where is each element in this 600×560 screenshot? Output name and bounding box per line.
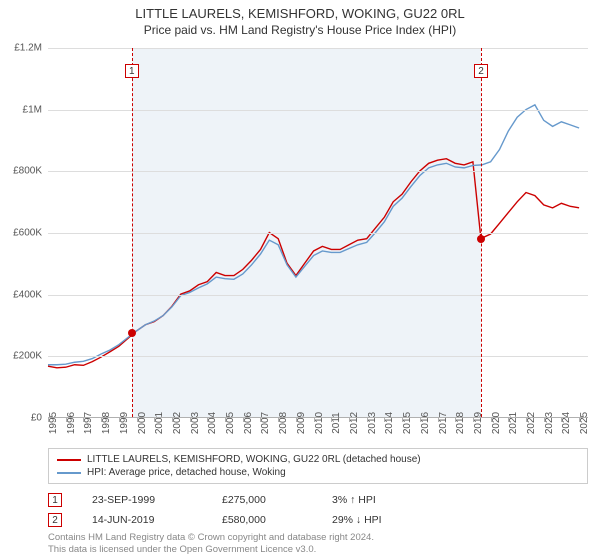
x-axis-label: 1995 — [48, 412, 59, 434]
event-marker-dot — [477, 235, 485, 243]
y-axis-label: £400K — [13, 289, 42, 300]
x-axis-label: 2020 — [491, 412, 502, 434]
x-axis-label: 2023 — [544, 412, 555, 434]
chart-subtitle: Price paid vs. HM Land Registry's House … — [0, 23, 600, 37]
x-axis-label: 1997 — [83, 412, 94, 434]
x-axis-label: 2014 — [384, 412, 395, 434]
y-axis-label: £600K — [13, 228, 42, 239]
chart-title: LITTLE LAURELS, KEMISHFORD, WOKING, GU22… — [0, 6, 600, 21]
x-axis-label: 2012 — [349, 412, 360, 434]
legend-swatch — [57, 459, 81, 461]
x-axis-label: 2000 — [137, 412, 148, 434]
event-vline — [481, 48, 482, 417]
x-axis-label: 1998 — [101, 412, 112, 434]
gridline — [48, 233, 588, 234]
x-axis-label: 2011 — [331, 412, 342, 434]
legend-item: HPI: Average price, detached house, Woki… — [57, 466, 579, 479]
gridline — [48, 356, 588, 357]
x-axis-label: 2004 — [207, 412, 218, 434]
series-hpi — [48, 105, 579, 365]
x-axis-label: 2016 — [420, 412, 431, 434]
legend-label: LITTLE LAURELS, KEMISHFORD, WOKING, GU22… — [87, 454, 421, 465]
y-axis-label: £800K — [13, 166, 42, 177]
x-axis-label: 2025 — [579, 412, 590, 434]
event-date: 14-JUN-2019 — [92, 514, 192, 526]
event-date: 23-SEP-1999 — [92, 494, 192, 506]
y-axis-label: £0 — [31, 413, 42, 424]
gridline — [48, 295, 588, 296]
plot-area: £0£200K£400K£600K£800K£1M£1.2M1995199619… — [48, 48, 588, 418]
y-axis-label: £1.2M — [14, 43, 42, 54]
event-marker-box: 1 — [48, 493, 62, 507]
footer-line-2: This data is licensed under the Open Gov… — [48, 544, 374, 556]
event-price: £580,000 — [222, 514, 302, 526]
event-marker-dot — [128, 329, 136, 337]
x-axis-label: 2024 — [561, 412, 572, 434]
x-axis-label: 2010 — [314, 412, 325, 434]
x-axis-label: 2013 — [367, 412, 378, 434]
x-axis-label: 2005 — [225, 412, 236, 434]
event-marker-box: 2 — [48, 513, 62, 527]
event-row: 1 23-SEP-1999 £275,000 3% ↑ HPI — [48, 490, 588, 510]
x-axis-label: 1999 — [119, 412, 130, 434]
footer-attribution: Contains HM Land Registry data © Crown c… — [48, 532, 374, 557]
x-axis-label: 1996 — [66, 412, 77, 434]
x-axis-label: 2001 — [154, 412, 165, 434]
events-table: 1 23-SEP-1999 £275,000 3% ↑ HPI 2 14-JUN-2019… — [48, 490, 588, 530]
y-axis-label: £200K — [13, 351, 42, 362]
event-marker-box: 1 — [125, 64, 139, 78]
event-delta: 3% ↑ HPI — [332, 494, 376, 506]
event-vline — [132, 48, 133, 417]
x-axis-label: 2007 — [260, 412, 271, 434]
legend-item: LITTLE LAURELS, KEMISHFORD, WOKING, GU22… — [57, 453, 579, 466]
footer-line-1: Contains HM Land Registry data © Crown c… — [48, 532, 374, 544]
gridline — [48, 110, 588, 111]
x-axis-label: 2017 — [438, 412, 449, 434]
gridline — [48, 48, 588, 49]
event-delta: 29% ↓ HPI — [332, 514, 382, 526]
x-axis-label: 2002 — [172, 412, 183, 434]
x-axis-label: 2008 — [278, 412, 289, 434]
x-axis-label: 2018 — [455, 412, 466, 434]
x-axis-label: 2019 — [473, 412, 484, 434]
x-axis-label: 2022 — [526, 412, 537, 434]
gridline — [48, 171, 588, 172]
x-axis-label: 2009 — [296, 412, 307, 434]
title-block: LITTLE LAURELS, KEMISHFORD, WOKING, GU22… — [0, 0, 600, 37]
legend-label: HPI: Average price, detached house, Woki… — [87, 467, 286, 478]
x-axis-label: 2006 — [243, 412, 254, 434]
x-axis-label: 2003 — [190, 412, 201, 434]
series-price_paid — [48, 159, 579, 368]
x-axis-label: 2021 — [508, 412, 519, 434]
x-axis-label: 2015 — [402, 412, 413, 434]
legend-swatch — [57, 472, 81, 474]
y-axis-label: £1M — [23, 104, 42, 115]
legend: LITTLE LAURELS, KEMISHFORD, WOKING, GU22… — [48, 448, 588, 484]
event-row: 2 14-JUN-2019 £580,000 29% ↓ HPI — [48, 510, 588, 530]
event-marker-box: 2 — [474, 64, 488, 78]
chart-container: LITTLE LAURELS, KEMISHFORD, WOKING, GU22… — [0, 0, 600, 560]
event-price: £275,000 — [222, 494, 302, 506]
